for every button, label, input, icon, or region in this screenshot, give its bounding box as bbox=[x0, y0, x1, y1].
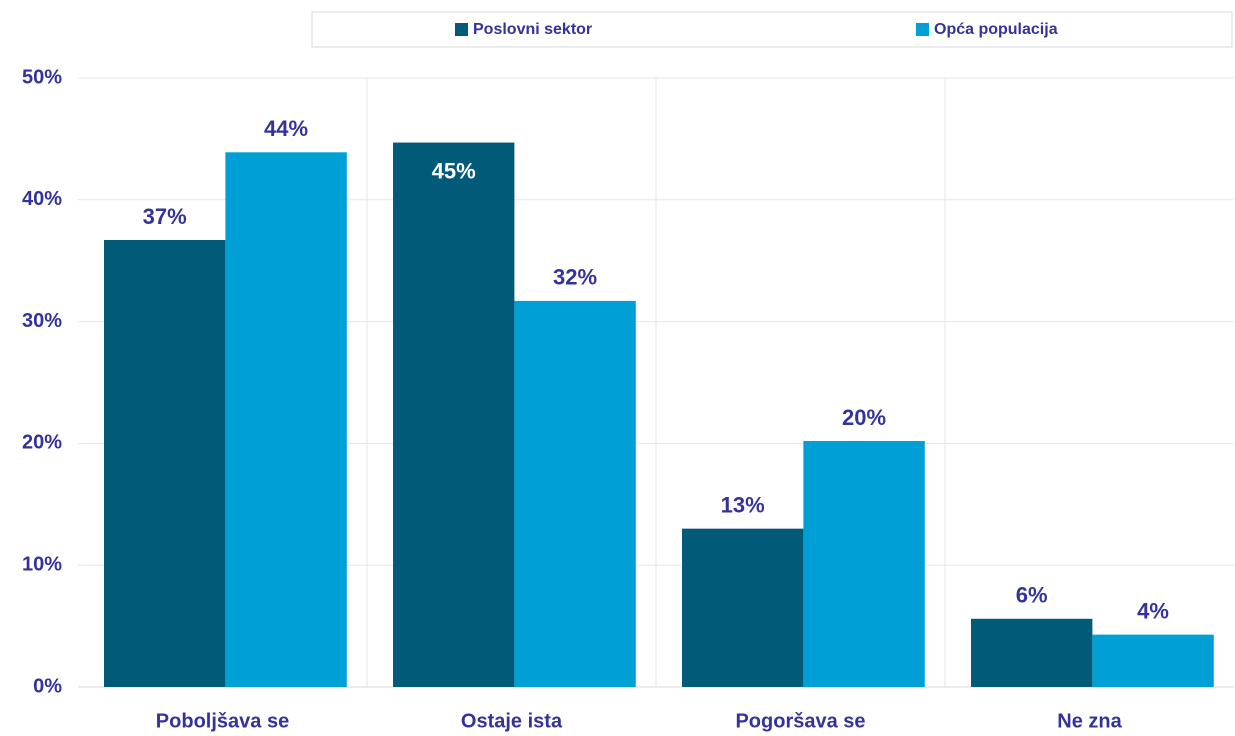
data-label: 13% bbox=[721, 492, 765, 517]
data-label: 4% bbox=[1137, 598, 1169, 623]
y-tick-label: 30% bbox=[22, 310, 62, 332]
x-tick-label: Poboljšava se bbox=[156, 710, 289, 732]
legend-label: Poslovni sektor bbox=[473, 21, 592, 38]
bar bbox=[682, 528, 804, 687]
data-label: 20% bbox=[842, 405, 886, 430]
x-tick-label: Ne zna bbox=[1057, 710, 1122, 732]
legend-swatch bbox=[455, 23, 468, 36]
bar bbox=[803, 440, 925, 687]
y-tick-label: 20% bbox=[22, 432, 62, 454]
data-label: 44% bbox=[264, 116, 308, 141]
x-tick-label: Pogoršava se bbox=[735, 710, 865, 732]
bar bbox=[393, 142, 515, 687]
legend-box bbox=[311, 11, 1233, 48]
bar bbox=[104, 239, 226, 687]
y-tick-label: 50% bbox=[22, 66, 62, 88]
data-label: 37% bbox=[143, 204, 187, 229]
y-tick-label: 10% bbox=[22, 553, 62, 575]
legend-label: Opća populacija bbox=[934, 21, 1058, 38]
data-label: 32% bbox=[553, 265, 597, 290]
bar bbox=[225, 152, 347, 688]
bar bbox=[514, 300, 636, 687]
y-tick-label: 0% bbox=[33, 675, 62, 697]
bar bbox=[971, 618, 1093, 687]
x-tick-label: Ostaje ista bbox=[461, 710, 563, 732]
bar bbox=[1092, 634, 1214, 687]
legend-swatch bbox=[916, 23, 929, 36]
data-label: 6% bbox=[1016, 583, 1048, 608]
data-label: 45% bbox=[432, 158, 476, 183]
y-tick-label: 40% bbox=[22, 188, 62, 210]
